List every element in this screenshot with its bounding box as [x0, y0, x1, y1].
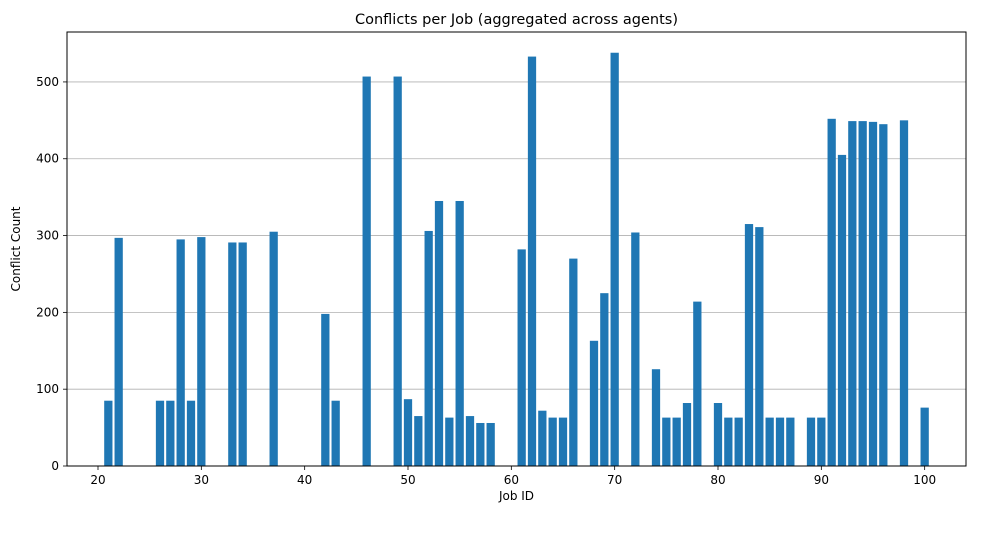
bar — [476, 422, 485, 466]
bar — [631, 232, 640, 466]
y-tick-label: 400 — [36, 152, 59, 166]
bar — [331, 400, 340, 466]
bar — [848, 121, 857, 466]
x-tick-label: 90 — [814, 473, 829, 487]
gridlines — [67, 81, 966, 390]
bar — [755, 227, 764, 466]
bar — [569, 258, 578, 466]
x-axis-ticks: 20 30 40 50 60 70 80 90 100 — [90, 466, 936, 487]
x-tick-label: 100 — [913, 473, 936, 487]
bar — [744, 224, 754, 466]
bar — [527, 56, 537, 466]
bar — [879, 124, 888, 466]
bar — [724, 417, 733, 466]
bar — [558, 417, 568, 466]
y-tick-label: 300 — [36, 229, 59, 243]
bar — [734, 417, 743, 466]
plot-frame — [66, 31, 967, 467]
x-tick-label: 40 — [297, 473, 312, 487]
y-tick-label: 500 — [36, 75, 59, 89]
bar — [651, 369, 661, 466]
bar — [827, 118, 836, 467]
bar — [693, 301, 702, 466]
bar — [589, 340, 599, 466]
bars — [104, 52, 929, 467]
bar — [155, 400, 165, 466]
x-tick-label: 50 — [400, 473, 415, 487]
bar — [238, 242, 247, 466]
bar — [228, 242, 237, 466]
bar — [858, 121, 867, 466]
bar — [269, 231, 278, 466]
y-tick-label: 200 — [36, 305, 59, 319]
bar — [434, 200, 444, 466]
bar — [104, 400, 113, 466]
y-axis-label: Conflict Count — [9, 206, 23, 291]
bar — [176, 239, 185, 466]
bar — [166, 400, 175, 466]
bar — [806, 417, 816, 466]
bar — [548, 417, 557, 466]
y-tick-label: 0 — [51, 459, 59, 473]
bar — [837, 154, 847, 466]
chart-title: Conflicts per Job (aggregated across age… — [355, 12, 678, 28]
bar — [465, 416, 475, 466]
bar — [414, 416, 423, 466]
x-tick-label: 70 — [607, 473, 622, 487]
bar — [445, 417, 454, 466]
bar — [424, 230, 433, 466]
bar — [765, 417, 774, 466]
bar — [662, 417, 671, 466]
bar — [817, 417, 826, 466]
bar — [899, 120, 909, 467]
bar — [517, 249, 526, 466]
x-tick-label: 80 — [710, 473, 725, 487]
bar — [920, 407, 929, 466]
x-tick-label: 20 — [90, 473, 105, 487]
bar — [186, 400, 196, 466]
bar — [362, 76, 371, 466]
x-axis-label: Job ID — [498, 489, 534, 503]
bar — [600, 293, 609, 466]
bar — [610, 52, 619, 467]
bar — [682, 403, 692, 466]
y-axis-ticks: 0 100 200 300 400 500 — [36, 75, 67, 473]
y-tick-label: 100 — [36, 382, 59, 396]
bar — [786, 417, 795, 466]
bar — [197, 237, 206, 466]
x-tick-label: 60 — [504, 473, 519, 487]
bar — [455, 200, 464, 466]
bar — [868, 121, 878, 467]
bar — [321, 313, 330, 466]
bar — [672, 417, 681, 466]
bar — [775, 417, 785, 466]
bar — [393, 76, 402, 466]
bar — [538, 410, 547, 466]
x-tick-label: 30 — [194, 473, 209, 487]
bar — [713, 403, 723, 466]
bar — [486, 422, 495, 466]
bar — [114, 237, 123, 466]
bar — [403, 399, 413, 466]
